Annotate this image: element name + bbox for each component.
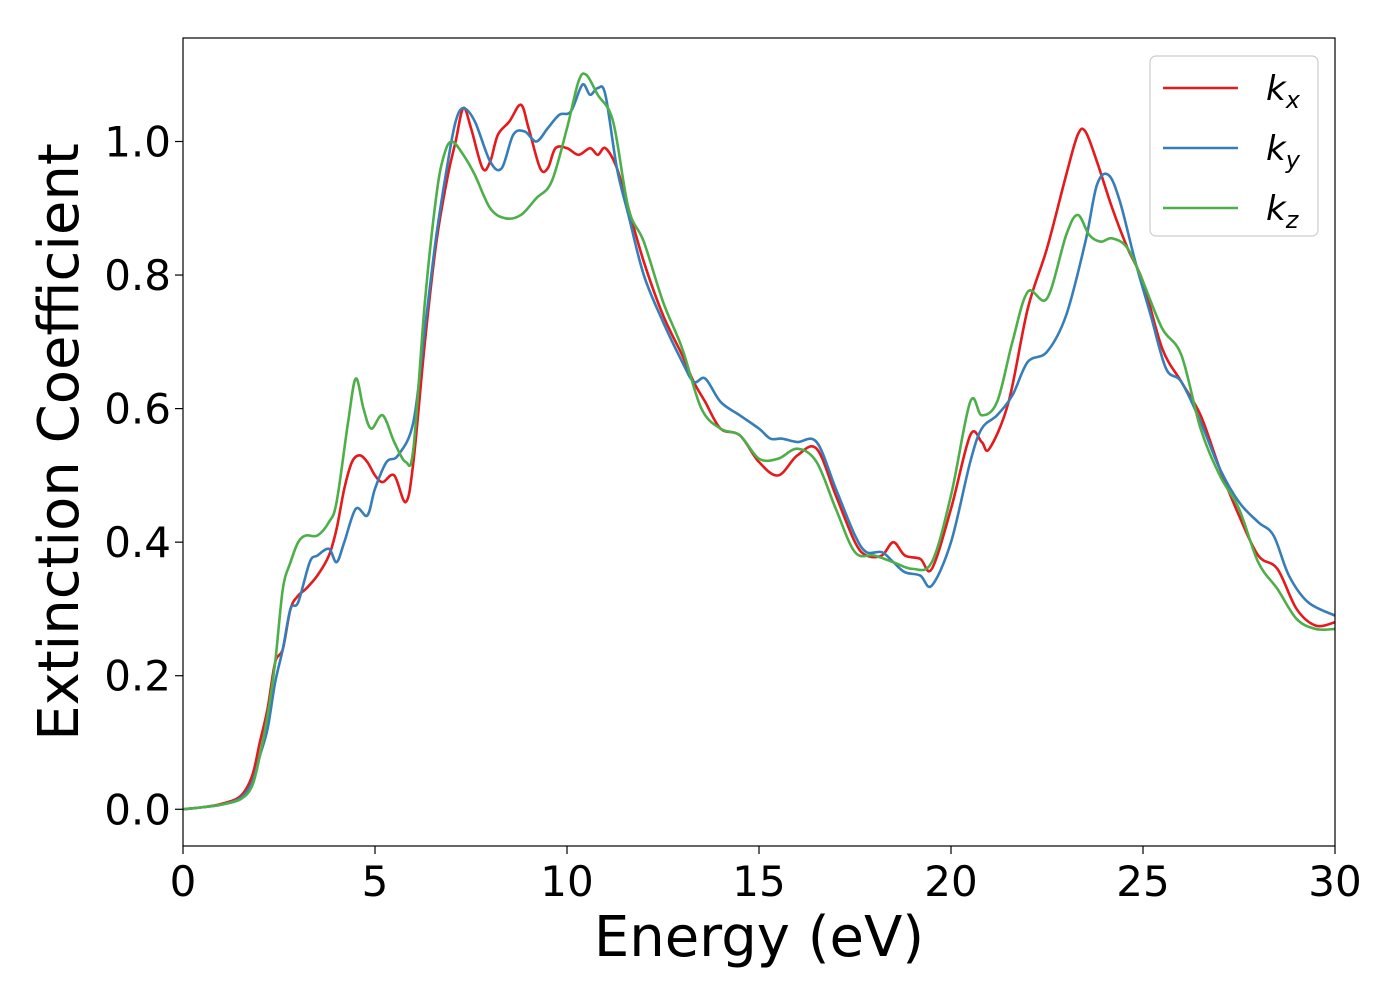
legend-label-k-x: kx: [1266, 69, 1301, 114]
legend-box: [1149, 55, 1319, 237]
legend-label-k-y: ky: [1266, 129, 1301, 174]
x-tick-label: 20: [924, 857, 977, 906]
x-tick-label: 15: [732, 857, 785, 906]
y-tick-label: 1.0: [104, 118, 171, 167]
x-tick-label: 0: [170, 857, 197, 906]
y-axis-title: Extinction Coefficient: [27, 143, 92, 741]
y-tick-label: 0.4: [104, 518, 171, 567]
x-tick-label: 10: [540, 857, 593, 906]
x-tick-label: 5: [362, 857, 389, 906]
x-axis: 0 5 10 15 20 25 30: [170, 846, 1362, 906]
y-tick-label: 0.2: [104, 652, 171, 701]
y-axis: 0.0 0.2 0.4 0.6 0.8 1.0: [104, 118, 183, 834]
y-tick-label: 0.0: [104, 785, 171, 834]
x-tick-label: 30: [1308, 857, 1361, 906]
y-tick-label: 0.6: [104, 385, 171, 434]
series-layer: [183, 72, 1335, 811]
legend: kx ky kz: [1149, 55, 1319, 237]
series-line-k-z: [183, 72, 1335, 811]
series-line-k-y: [183, 83, 1335, 811]
x-tick-label: 25: [1116, 857, 1169, 906]
x-axis-title: Energy (eV): [594, 905, 924, 970]
y-tick-label: 0.8: [104, 251, 171, 300]
legend-label-k-z: kz: [1266, 189, 1300, 234]
